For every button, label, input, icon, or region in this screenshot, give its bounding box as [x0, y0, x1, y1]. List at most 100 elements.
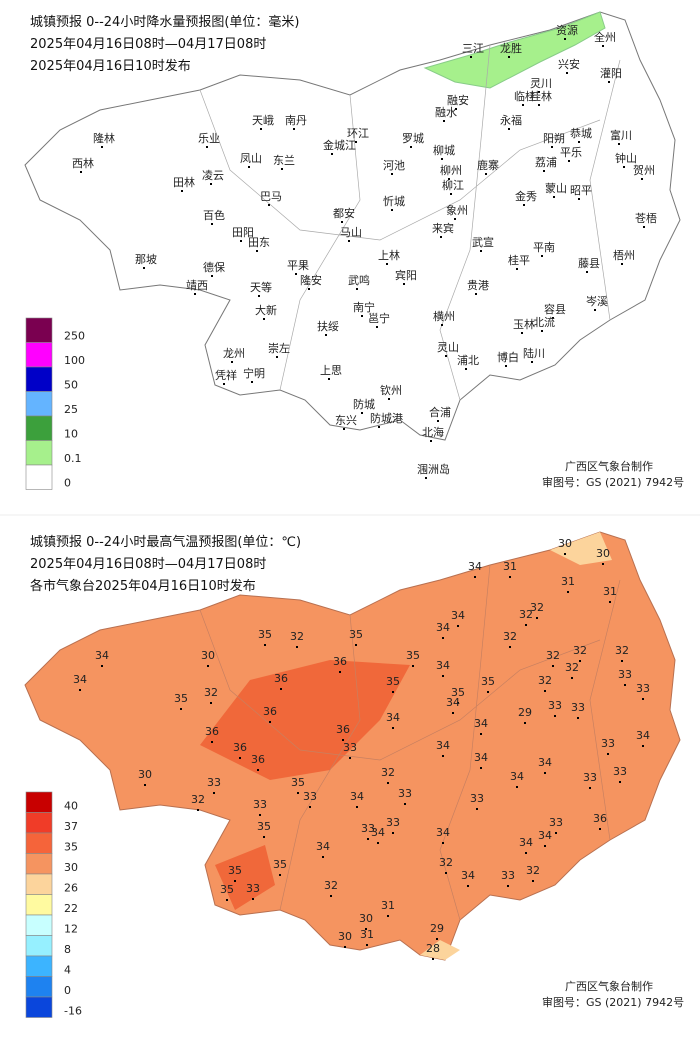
- place-label: 忻城: [383, 195, 405, 208]
- place-dot: [356, 288, 358, 290]
- legend-swatch: [25, 832, 53, 854]
- place-dot: [508, 56, 510, 58]
- station-dot: [507, 885, 509, 887]
- place-dot: [578, 141, 580, 143]
- legend-label: 12: [64, 923, 78, 936]
- temp-label: 36: [233, 741, 247, 754]
- legend-label: 10: [64, 428, 78, 441]
- place-dot: [263, 318, 265, 320]
- place-dot: [223, 383, 225, 385]
- temp-label: 32: [191, 793, 205, 806]
- place-label: 凤山: [240, 152, 262, 165]
- station-dot: [207, 665, 209, 667]
- temp-label: 30: [201, 649, 215, 662]
- station-dot: [257, 769, 259, 771]
- temp-label: 34: [519, 836, 533, 849]
- place-label: 平南: [533, 241, 555, 254]
- legend-label: 25: [64, 403, 78, 416]
- place-label: 河池: [383, 159, 405, 172]
- place-dot: [181, 190, 183, 192]
- legend-swatch: [25, 415, 53, 441]
- place-dot: [308, 288, 310, 290]
- place-dot: [194, 293, 196, 295]
- place-dot: [521, 332, 523, 334]
- place-dot: [475, 293, 477, 295]
- temp-label: 35: [386, 675, 400, 688]
- place-label: 融安: [447, 93, 469, 107]
- temp-label: 33: [207, 776, 221, 789]
- place-dot: [378, 426, 380, 428]
- temp-label: 35: [291, 776, 305, 789]
- station-dot: [365, 928, 367, 930]
- station-dot: [279, 874, 281, 876]
- place-dot: [281, 168, 283, 170]
- station-dot: [342, 739, 344, 741]
- station-dot: [624, 684, 626, 686]
- credit: 广西区气象台制作: [565, 459, 653, 473]
- temp-label: 33: [613, 765, 627, 778]
- temp-label: 34: [371, 826, 385, 839]
- station-dot: [457, 702, 459, 704]
- legend-label: 22: [64, 902, 78, 915]
- place-label: 龙胜: [500, 41, 522, 55]
- station-dot: [524, 722, 526, 724]
- place-label: 天等: [250, 280, 272, 294]
- place-label: 马山: [340, 226, 362, 239]
- station-dot: [619, 781, 621, 783]
- place-dot: [248, 166, 250, 168]
- place-dot: [621, 263, 623, 265]
- station-dot: [544, 772, 546, 774]
- place-dot: [410, 146, 412, 148]
- station-dot: [554, 715, 556, 717]
- place-dot: [376, 326, 378, 328]
- temp-label: 32: [290, 630, 304, 643]
- issued: 各市气象台2025年04月16日10时发布: [30, 578, 256, 594]
- temp-label: 35: [451, 686, 465, 699]
- station-dot: [252, 898, 254, 900]
- station-dot: [436, 938, 438, 940]
- station-dot: [101, 665, 103, 667]
- temp-label: 36: [251, 753, 265, 766]
- station-dot: [516, 786, 518, 788]
- place-label: 西林: [72, 156, 94, 170]
- station-dot: [432, 958, 434, 960]
- station-dot: [602, 563, 604, 565]
- legend-label: 4: [64, 964, 71, 977]
- hot-area: [215, 845, 275, 910]
- place-dot: [586, 271, 588, 273]
- temp-label: 30: [138, 768, 152, 781]
- place-dot: [355, 141, 357, 143]
- place-label: 南宁: [353, 300, 375, 314]
- legend-label: 0: [64, 477, 71, 490]
- place-dot: [602, 45, 604, 47]
- temp-label: 33: [618, 668, 632, 681]
- station-dot: [210, 702, 212, 704]
- legend-swatch: [25, 894, 53, 916]
- station-dot: [480, 733, 482, 735]
- station-dot: [564, 553, 566, 555]
- place-dot: [260, 128, 262, 130]
- temp-label: 35: [174, 692, 188, 705]
- place-label: 来宾: [432, 221, 454, 235]
- place-dot: [523, 204, 525, 206]
- place-label: 都安: [333, 206, 355, 220]
- place-dot: [551, 146, 553, 148]
- station-dot: [642, 698, 644, 700]
- place-dot: [505, 365, 507, 367]
- station-dot: [480, 767, 482, 769]
- legend-label: 100: [64, 354, 85, 367]
- place-dot: [443, 120, 445, 122]
- station-dot: [607, 753, 609, 755]
- place-label: 浦北: [457, 354, 479, 367]
- station-dot: [330, 895, 332, 897]
- legend-label: 35: [64, 841, 78, 854]
- place-label: 灵川: [530, 77, 552, 90]
- place-dot: [211, 223, 213, 225]
- place-label: 全州: [594, 30, 616, 44]
- place-label: 桂平: [508, 253, 530, 267]
- station-dot: [642, 745, 644, 747]
- legend-swatch: [25, 464, 53, 490]
- temp-label: 36: [593, 812, 607, 825]
- station-dot: [532, 880, 534, 882]
- legend-swatch: [25, 955, 53, 977]
